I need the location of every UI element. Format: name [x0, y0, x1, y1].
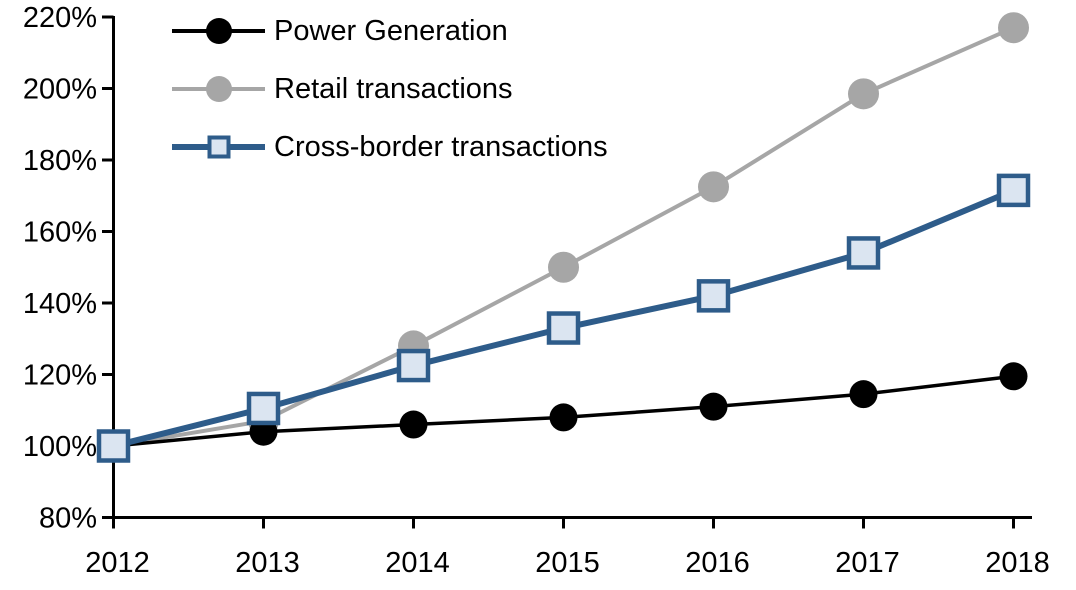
- x-tick-label: 2012: [85, 547, 150, 579]
- marker-cross-border-transactions-2012: [96, 429, 131, 463]
- marker-cross-border-transactions-2016: [696, 279, 731, 313]
- marker-cross-border-transactions-2017: [846, 236, 881, 270]
- legend-item-cross-border-transactions: Cross-border transactions: [172, 126, 608, 168]
- marker-retail-transactions-2015: [548, 251, 579, 283]
- y-tick-label: 80%: [39, 503, 97, 535]
- legend-label: Cross-border transactions: [274, 131, 608, 163]
- square-marker-icon: [207, 135, 230, 159]
- legend-label: Power Generation: [274, 15, 508, 47]
- x-tick-label: 2016: [685, 547, 750, 579]
- marker-power-generation-2015: [549, 403, 578, 432]
- y-tick-label: 180%: [23, 145, 97, 177]
- marker-retail-transactions-2018: [998, 12, 1029, 44]
- y-tick-label: 100%: [23, 431, 97, 463]
- y-tick-label: 160%: [23, 217, 97, 249]
- legend-item-power-generation: Power Generation: [172, 10, 608, 52]
- marker-cross-border-transactions-2018: [996, 173, 1031, 208]
- x-tick-label: 2018: [985, 547, 1050, 579]
- y-tick-label: 220%: [23, 2, 97, 34]
- legend-item-retail-transactions: Retail transactions: [172, 68, 608, 110]
- marker-cross-border-transactions-2013: [246, 391, 281, 426]
- legend-label: Retail transactions: [274, 73, 513, 105]
- marker-retail-transactions-2017: [848, 78, 879, 110]
- cross-border-transactions-marker-icon: [172, 130, 265, 164]
- x-tick-label: 2014: [385, 547, 450, 579]
- retail-transactions-marker-icon: [172, 72, 265, 106]
- y-tick-label: 200%: [23, 74, 97, 106]
- legend: Power Generation Retail transactions Cro…: [172, 10, 608, 168]
- power-generation-marker-icon: [172, 14, 265, 48]
- circle-marker-icon: [205, 76, 232, 102]
- x-tick-label: 2015: [535, 547, 600, 579]
- marker-power-generation-2018: [999, 362, 1028, 391]
- y-tick-label: 120%: [23, 360, 97, 392]
- marker-power-generation-2016: [699, 392, 728, 421]
- marker-cross-border-transactions-2014: [396, 348, 431, 383]
- y-tick-label: 140%: [23, 288, 97, 320]
- marker-retail-transactions-2016: [698, 171, 729, 203]
- x-tick-label: 2017: [835, 547, 900, 579]
- x-tick-label: 2013: [235, 547, 300, 579]
- circle-marker-icon: [205, 18, 232, 44]
- marker-cross-border-transactions-2015: [546, 311, 581, 345]
- marker-power-generation-2014: [399, 410, 428, 439]
- marker-power-generation-2017: [849, 380, 878, 409]
